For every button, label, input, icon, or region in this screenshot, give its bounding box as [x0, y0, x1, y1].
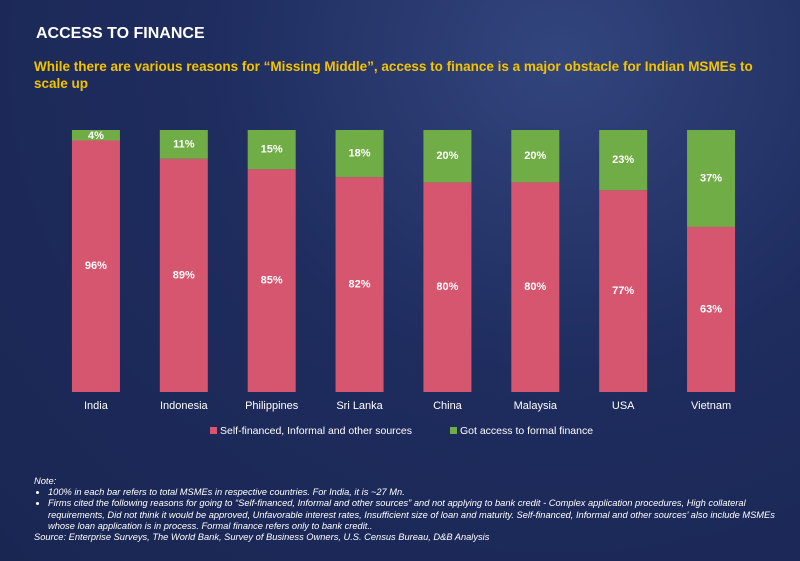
bar-segment: [687, 226, 736, 392]
legend-label: Got access to formal finance: [460, 425, 593, 437]
value-label: 15%: [261, 144, 283, 156]
value-label: 80%: [524, 281, 546, 293]
value-label: 4%: [88, 130, 104, 142]
bar-segment: [71, 130, 120, 141]
value-label: 37%: [700, 172, 722, 184]
x-tick-label: China: [433, 400, 463, 412]
bar-segment: [511, 130, 560, 183]
chart-subtitle: While there are various reasons for “Mis…: [34, 59, 753, 91]
bar-segment: [511, 182, 560, 392]
value-label: 20%: [436, 150, 458, 162]
bar-segment: [71, 140, 120, 392]
legend-label: Self-financed, Informal and other source…: [220, 425, 412, 437]
x-tick-label: Sri Lanka: [336, 400, 383, 412]
subtitle-box: While there are various reasons for “Mis…: [34, 59, 753, 91]
value-label: 96%: [85, 260, 107, 272]
value-label: 77%: [612, 285, 634, 297]
note-bullet: 100% in each bar refers to total MSMEs i…: [48, 487, 784, 498]
notes-heading: Note:: [34, 476, 57, 486]
note-bullet: Firms cited the following reasons for go…: [48, 498, 784, 532]
value-label: 18%: [349, 147, 371, 159]
value-label: 80%: [436, 281, 458, 293]
source: Source: Enterprise Surveys, The World Ba…: [34, 532, 490, 543]
bar-segment: [599, 130, 648, 191]
value-label: 89%: [173, 269, 195, 281]
x-tick-label: Malaysia: [514, 400, 558, 412]
bar-segment: [599, 190, 648, 392]
bar-segment: [247, 169, 296, 392]
legend-swatch: [450, 427, 457, 434]
value-label: 23%: [612, 154, 634, 166]
chart: ACCESS TO FINANCE While there are variou…: [34, 25, 753, 437]
bar-segment: [247, 130, 296, 170]
chart-title: ACCESS TO FINANCE: [36, 25, 205, 42]
value-label: 82%: [349, 278, 371, 290]
x-tick-label: USA: [612, 400, 635, 412]
bar-segment: [423, 182, 472, 392]
value-label: 63%: [700, 303, 722, 315]
x-tick-label: Vietnam: [691, 400, 731, 412]
bar-segment: [335, 130, 384, 178]
bar-segment: [335, 177, 384, 392]
bar-segment: [423, 130, 472, 183]
x-tick-label: India: [84, 400, 109, 412]
value-label: 85%: [261, 275, 283, 287]
x-tick-label: Philippines: [245, 400, 299, 412]
legend-swatch: [210, 427, 217, 434]
x-tick-label: Indonesia: [160, 400, 209, 412]
value-label: 11%: [173, 138, 195, 150]
notes: Note: 100% in each bar refers to total M…: [34, 476, 784, 543]
value-label: 20%: [524, 150, 546, 162]
bar-segment: [159, 130, 208, 159]
bar-segment: [687, 130, 736, 227]
bar-segment: [159, 158, 208, 392]
notes-list: 100% in each bar refers to total MSMEs i…: [34, 487, 784, 532]
